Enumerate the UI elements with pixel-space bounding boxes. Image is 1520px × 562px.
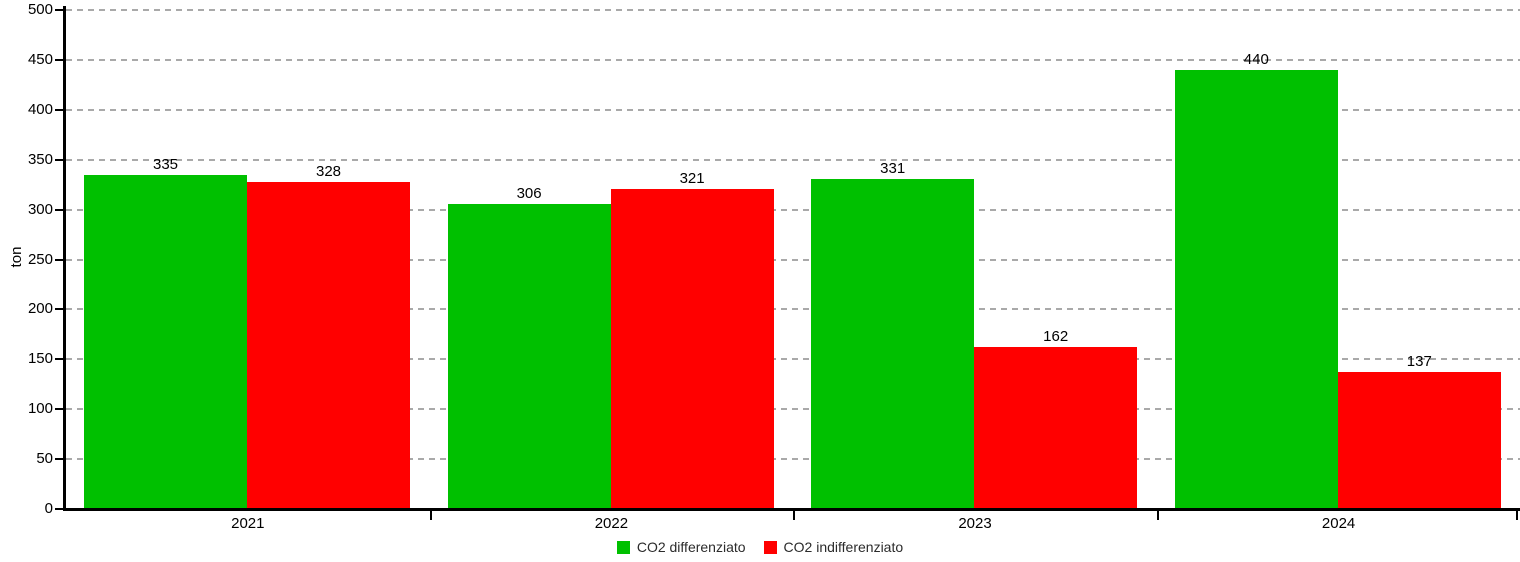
y-axis-tick	[55, 58, 63, 61]
bar-value-label: 306	[516, 184, 542, 202]
y-axis-line	[63, 6, 66, 511]
bar-value-label: 440	[1243, 50, 1269, 68]
legend-item-indifferenziato: CO2 indifferenziato	[763, 538, 904, 556]
y-axis-tick-label: 250	[27, 250, 53, 268]
bar-value-label: 331	[880, 159, 906, 177]
y-axis-tick	[55, 358, 63, 361]
bar-indifferenziato-2023	[974, 347, 1138, 509]
x-axis-tick	[793, 511, 796, 520]
bar-differenziato-2022	[447, 203, 611, 509]
gridline-150	[66, 358, 1520, 361]
bar-differenziato-2023	[811, 178, 975, 509]
x-axis-line	[63, 508, 1520, 511]
legend-swatch-icon	[616, 540, 630, 554]
x-axis-label-2022: 2022	[594, 515, 629, 532]
y-axis-tick	[55, 408, 63, 411]
gridline-450	[66, 58, 1520, 61]
gridline-500	[66, 9, 1520, 11]
y-axis-tick	[55, 308, 63, 311]
bar-value-label: 162	[1043, 328, 1069, 346]
y-axis-tick-label: 150	[27, 350, 53, 368]
gridline-100	[66, 408, 1520, 411]
y-axis-tick-label: 0	[44, 500, 53, 517]
bar-indifferenziato-2022	[610, 188, 774, 509]
y-axis-tick-label: 50	[36, 450, 53, 468]
gridline-350	[66, 158, 1520, 161]
bar-differenziato-2021	[84, 174, 247, 509]
gridline-400	[66, 108, 1520, 111]
legend-swatch-icon	[763, 540, 777, 554]
bar-value-label: 137	[1406, 353, 1432, 371]
y-axis-tick	[55, 158, 63, 161]
y-axis-tick	[55, 208, 63, 211]
y-axis-tick	[55, 258, 63, 261]
x-axis-label-2021: 2021	[231, 515, 265, 532]
bar-value-label: 335	[152, 155, 179, 173]
bar-value-label: 328	[315, 162, 342, 180]
y-axis-tick-label: 500	[27, 1, 53, 18]
gridline-300	[66, 208, 1520, 211]
y-axis-tick-label: 350	[27, 150, 53, 168]
x-axis-tick	[1156, 511, 1159, 520]
x-axis-label-2023: 2023	[958, 515, 992, 532]
bar-value-label: 321	[679, 169, 705, 187]
x-axis-label-2024: 2024	[1321, 515, 1356, 532]
y-axis-tick-label: 400	[27, 100, 53, 118]
gridline-200	[66, 308, 1520, 311]
y-axis-tick-label: 450	[27, 50, 53, 68]
y-axis-tick-label: 200	[27, 300, 53, 318]
bar-indifferenziato-2024	[1337, 372, 1501, 509]
legend-label: CO2 indifferenziato	[783, 539, 904, 555]
bar-indifferenziato-2021	[247, 181, 410, 509]
y-axis-tick	[55, 108, 63, 111]
legend-label: CO2 differenziato	[636, 539, 746, 555]
x-axis-tick	[1516, 511, 1518, 520]
y-axis-tick-label: 300	[27, 200, 53, 218]
x-axis-tick	[429, 511, 432, 520]
legend-item-differenziato: CO2 differenziato	[616, 538, 746, 556]
gridline-250	[66, 258, 1520, 261]
legend: CO2 differenziato CO2 indifferenziato	[0, 538, 1520, 556]
bar-differenziato-2024	[1174, 69, 1338, 509]
y-axis-tick-label: 100	[27, 400, 53, 418]
gridline-50	[66, 458, 1520, 461]
y-axis-tick	[55, 9, 63, 11]
y-axis-tick	[55, 508, 63, 510]
y-axis-tick	[55, 458, 63, 461]
